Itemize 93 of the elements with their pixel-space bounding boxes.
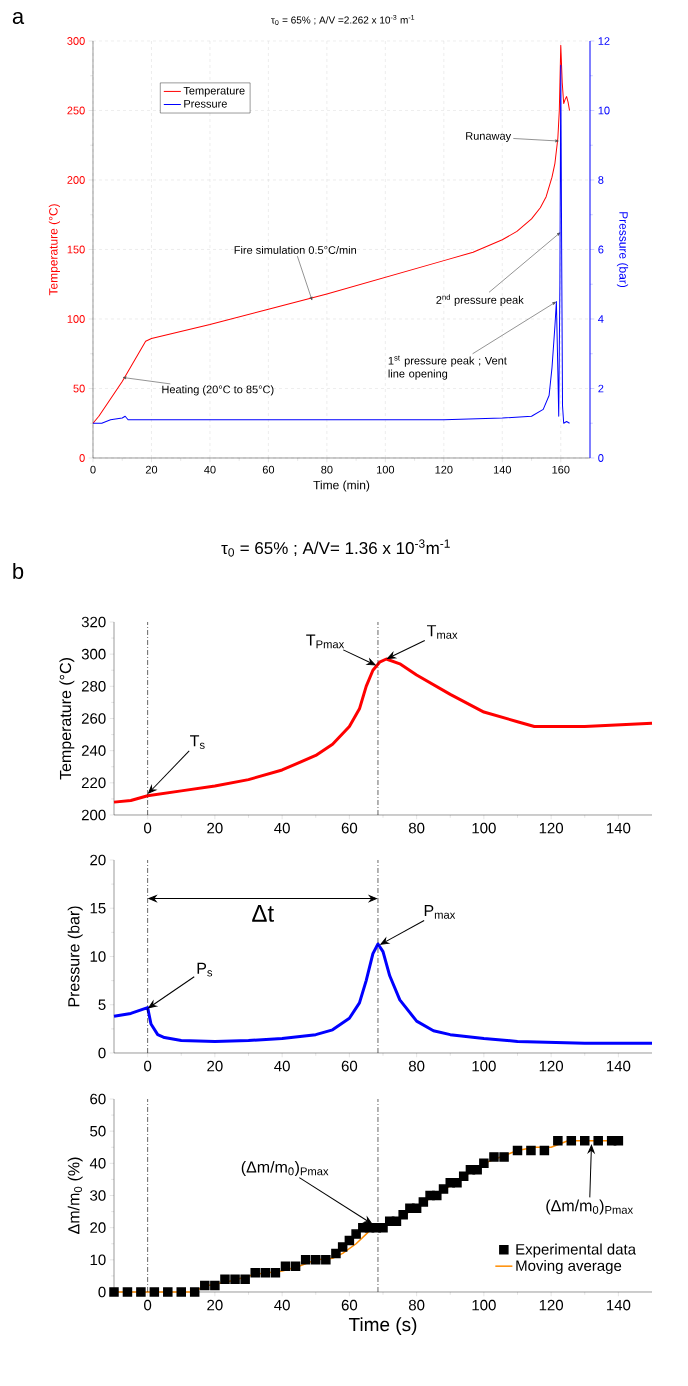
- y-tick-label: 250: [67, 106, 85, 115]
- y-tick-label: 240: [81, 745, 106, 756]
- y-tick-label: 260: [81, 713, 106, 724]
- y-tick-label: 20: [90, 1222, 106, 1233]
- y-tick-label: 300: [81, 648, 106, 660]
- annotation: (Δm/m$_{0}$)$_{Pmax}$: [546, 1199, 633, 1215]
- y-tick-label: 150: [67, 245, 85, 254]
- x-tick-label: 140: [607, 1299, 631, 1311]
- y2-tick-label: 8: [598, 176, 604, 184]
- annotation: P$_{s}$: [197, 962, 213, 977]
- x-axis-title: Time (s): [348, 1317, 417, 1335]
- x-tick-label: 60: [262, 465, 275, 474]
- y-axis-title: Δm/m$_{0}$ (%): [67, 1157, 83, 1234]
- y-tick-label: 100: [67, 315, 85, 323]
- x-tick-label: 140: [607, 822, 631, 834]
- y-tick-label: 60: [90, 1093, 106, 1105]
- annotation: Heating (20°C to 85°C): [162, 385, 274, 396]
- x-tick-label: 20: [207, 1299, 223, 1311]
- x-tick-label: 120: [435, 465, 453, 474]
- x-tick-label: 0: [144, 1299, 152, 1311]
- x-tick-label: 20: [207, 1060, 223, 1072]
- y-tick-label: 320: [81, 616, 106, 628]
- x-tick-label: 120: [539, 822, 564, 834]
- x-tick-label: 60: [341, 1299, 358, 1311]
- y-tick-label: 40: [89, 1158, 106, 1169]
- x-tick-label: 80: [321, 465, 333, 474]
- legend-label: Experimental data: [516, 1243, 637, 1258]
- y-tick-label: 50: [90, 1125, 106, 1137]
- x-tick-label: 80: [408, 1299, 425, 1311]
- legend-label: Pressure: [184, 99, 227, 108]
- y-tick-label: 50: [73, 384, 85, 393]
- y-tick-label: 20: [90, 854, 106, 866]
- y2-tick-label: 12: [598, 37, 610, 45]
- x-tick-label: 60: [341, 1060, 358, 1072]
- y-tick-label: 0: [98, 1286, 106, 1298]
- y-axis-title: Pressure (bar): [67, 906, 83, 1007]
- x-tick-label: 100: [472, 1299, 496, 1311]
- annotation: P$_{max}$: [424, 905, 456, 919]
- y-axis-title: Temperature (°C): [48, 204, 60, 296]
- y2-tick-label: 10: [598, 106, 610, 115]
- x-tick-label: 100: [472, 822, 496, 834]
- x-tick-label: 100: [472, 1060, 496, 1072]
- x-tick-label: 20: [145, 465, 158, 474]
- y-tick-label: 280: [81, 681, 106, 692]
- x-tick-label: 80: [408, 1060, 425, 1072]
- y-tick-label: 0: [79, 454, 85, 462]
- y-axis-title: Temperature (°C): [59, 658, 75, 780]
- annotation: T$_{Pmax}$: [306, 634, 345, 649]
- y-tick-label: 10: [90, 1254, 106, 1266]
- y2-tick-label: 4: [598, 315, 604, 323]
- y-tick-label: 300: [67, 37, 85, 45]
- x-tick-label: 80: [408, 822, 425, 834]
- text: a: [12, 11, 25, 25]
- x-tick-label: 100: [377, 465, 395, 474]
- x-tick-label: 120: [539, 1299, 564, 1311]
- x-tick-label: 120: [539, 1060, 564, 1072]
- y-tick-label: 200: [81, 809, 106, 821]
- x-tick-label: 160: [552, 465, 570, 474]
- y2-tick-label: 6: [598, 245, 604, 254]
- annotation: (Δm/m$_{0}$)$_{Pmax}$: [241, 1161, 329, 1176]
- annotation: T$_{s}$: [190, 735, 205, 749]
- chart-title: τ$_{0}$ = 65% ; A/V= 1.36 x 10$^{-3}$m$^{-1}$: [221, 539, 450, 557]
- annotation: Runaway: [466, 132, 512, 142]
- y-tick-label: 15: [90, 903, 106, 914]
- x-tick-label: 140: [493, 465, 512, 474]
- x-tick-label: 0: [144, 1060, 152, 1072]
- chart-title: τ$_{0}$ = 65% ; A/V =2.262 x 10$^{-3}$ m$^{-1}$: [271, 14, 415, 26]
- legend-label: Moving average: [516, 1259, 622, 1274]
- y2-axis-title: Pressure (bar): [616, 212, 629, 288]
- y-tick-label: 10: [90, 951, 106, 962]
- x-tick-label: 40: [274, 1299, 290, 1311]
- annotation: Δt: [252, 905, 274, 922]
- x-tick-label: 60: [341, 822, 358, 834]
- y2-tick-label: 2: [598, 384, 604, 393]
- y-tick-label: 200: [67, 176, 85, 184]
- x-tick-label: 40: [274, 1060, 290, 1072]
- x-tick-label: 20: [207, 822, 223, 834]
- y-tick-label: 0: [98, 1047, 106, 1059]
- annotation: 1$^{st}$ pressure peak ; Vent line opening: [388, 355, 507, 380]
- x-axis-title: Time (min): [313, 480, 370, 492]
- x-tick-label: 40: [204, 465, 216, 474]
- x-tick-label: 0: [144, 822, 152, 834]
- annotation: Fire simulation 0.5°C/min: [234, 245, 357, 254]
- y2-tick-label: 0: [598, 454, 604, 462]
- y-tick-label: 30: [90, 1190, 106, 1201]
- x-tick-label: 40: [274, 822, 290, 834]
- legend-label: Temperature: [183, 86, 245, 97]
- y-tick-label: 220: [81, 777, 106, 789]
- annotation: T$_{max}$: [427, 625, 458, 639]
- text: b: [13, 562, 24, 580]
- x-tick-label: 140: [607, 1060, 631, 1072]
- y-tick-label: 5: [98, 999, 106, 1010]
- annotation: 2$^{nd}$ pressure peak: [436, 294, 524, 307]
